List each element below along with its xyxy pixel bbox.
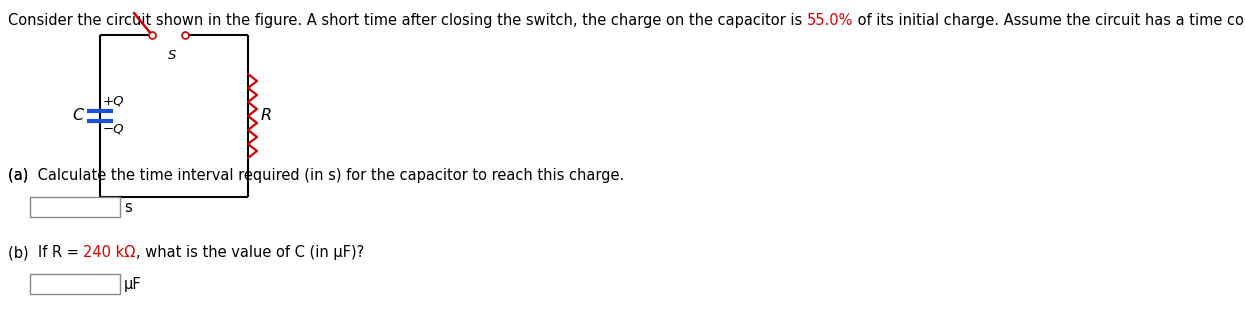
Text: C: C (72, 109, 83, 123)
Text: S: S (168, 49, 177, 62)
Text: 55.0%: 55.0% (807, 13, 853, 28)
Text: s: s (124, 199, 132, 214)
Text: (a): (a) (7, 168, 37, 183)
Text: , what is the value of C (in μF)?: , what is the value of C (in μF)? (136, 245, 364, 260)
Text: (a)  Calculate the time interval required (in s) for the capacitor to reach this: (a) Calculate the time interval required… (7, 168, 624, 183)
Text: (b): (b) (7, 245, 37, 260)
Bar (30, 197, 120, 217)
Text: of its initial charge. Assume the circuit has a time constant of: of its initial charge. Assume the circui… (853, 13, 1245, 28)
Text: Consider the circuit shown in the figure. A short time after closing the switch,: Consider the circuit shown in the figure… (7, 13, 807, 28)
Text: +Q: +Q (103, 95, 125, 108)
Text: 240 kΩ: 240 kΩ (83, 245, 136, 260)
Text: R: R (261, 109, 273, 123)
Text: If R =: If R = (37, 245, 83, 260)
Text: μF: μF (124, 277, 142, 291)
Text: −Q: −Q (103, 123, 125, 136)
Bar (30, 274, 120, 294)
